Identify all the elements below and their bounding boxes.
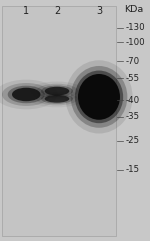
Ellipse shape xyxy=(78,74,120,120)
Ellipse shape xyxy=(41,94,73,104)
Text: 1: 1 xyxy=(23,6,29,16)
Text: 2: 2 xyxy=(54,6,60,16)
Text: -130: -130 xyxy=(125,23,145,32)
Ellipse shape xyxy=(0,80,58,109)
Text: -25: -25 xyxy=(125,136,139,146)
Text: -70: -70 xyxy=(125,57,139,66)
Ellipse shape xyxy=(12,88,40,101)
Ellipse shape xyxy=(45,87,69,95)
Ellipse shape xyxy=(36,92,78,105)
Text: 3: 3 xyxy=(96,6,102,16)
Text: -40: -40 xyxy=(125,95,139,105)
Ellipse shape xyxy=(41,86,73,97)
Ellipse shape xyxy=(65,60,133,134)
Text: KDa: KDa xyxy=(124,5,143,14)
FancyBboxPatch shape xyxy=(2,6,116,236)
Ellipse shape xyxy=(30,90,84,107)
Ellipse shape xyxy=(71,66,127,128)
Text: -15: -15 xyxy=(125,165,139,174)
Text: -55: -55 xyxy=(125,74,139,83)
Text: -100: -100 xyxy=(125,38,145,47)
Ellipse shape xyxy=(75,71,123,123)
Ellipse shape xyxy=(36,84,78,99)
Ellipse shape xyxy=(30,81,84,101)
Ellipse shape xyxy=(8,86,45,103)
Ellipse shape xyxy=(2,83,50,106)
Text: -35: -35 xyxy=(125,112,139,121)
Ellipse shape xyxy=(45,95,69,103)
